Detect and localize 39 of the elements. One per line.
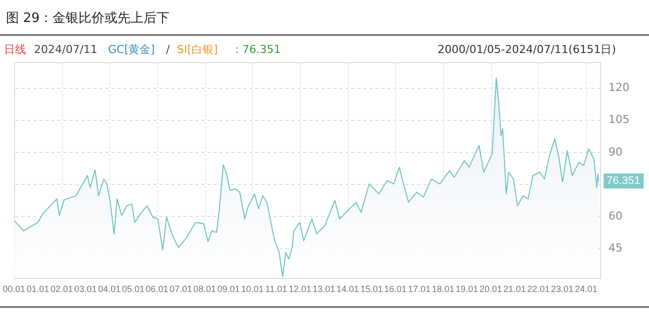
- y-tick-label: 45: [608, 242, 622, 255]
- x-tick-label: 24.01: [574, 284, 598, 294]
- x-tick-label: 17.01: [408, 284, 431, 294]
- y-tick-label: 60: [608, 209, 622, 222]
- x-tick-label: 03.01: [74, 284, 97, 294]
- x-tick-label: 19.01: [456, 284, 478, 294]
- x-tick-label: 11.01: [265, 284, 288, 294]
- text: : 76.351: [235, 43, 281, 56]
- x-tick-label: 10.01: [241, 284, 264, 294]
- x-tick-label: 22.01: [527, 284, 550, 294]
- x-tick-label: 05.01: [122, 284, 144, 294]
- x-tick-label: 15.01: [360, 284, 383, 294]
- text: SI[白银]: [177, 43, 218, 56]
- x-tick-label: 21.01: [503, 284, 526, 294]
- text: /: [166, 43, 170, 56]
- x-tick-label: 09.01: [217, 284, 240, 294]
- x-tick-label: 04.01: [98, 284, 121, 294]
- x-tick-label: 00.01: [2, 284, 26, 294]
- x-tick-label: 01.01: [26, 284, 50, 294]
- x-tick-label: 23.01: [551, 284, 574, 294]
- x-tick-label: 06.01: [146, 284, 168, 294]
- y-tick-label: 120: [608, 81, 630, 94]
- x-tick-label: 07.01: [170, 284, 192, 294]
- annotation: 76.351: [606, 175, 640, 188]
- text: GC[黄金]: [108, 43, 155, 56]
- chart-title: 图 29：金银比价或先上后下: [6, 11, 170, 26]
- x-tick-label: 20.01: [479, 284, 502, 294]
- x-tick-label: 13.01: [312, 284, 336, 294]
- text: 2000/01/05-2024/07/11(6151日): [438, 43, 616, 56]
- text: 2024/07/11: [34, 43, 98, 56]
- x-tick-label: 08.01: [193, 284, 216, 294]
- x-tick-label: 12.01: [288, 284, 312, 294]
- x-tick-label: 18.01: [432, 284, 454, 294]
- y-tick-label: 105: [608, 113, 630, 126]
- x-tick-label: 14.01: [336, 284, 360, 294]
- x-tick-label: 02.01: [50, 284, 73, 294]
- y-tick-label: 90: [608, 145, 622, 158]
- x-tick-label: 16.01: [384, 284, 407, 294]
- text: 日线: [4, 43, 26, 56]
